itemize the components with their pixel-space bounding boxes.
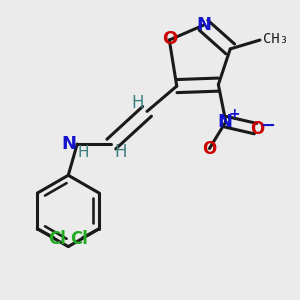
Text: N: N — [61, 135, 76, 153]
Text: O: O — [250, 120, 264, 138]
Text: O: O — [162, 29, 177, 47]
Text: H: H — [132, 94, 144, 112]
Text: −: − — [260, 117, 275, 135]
Text: N: N — [218, 113, 232, 131]
Text: CH₃: CH₃ — [263, 32, 288, 46]
Text: H: H — [114, 143, 127, 161]
Text: O: O — [202, 140, 217, 158]
Text: Cl: Cl — [70, 230, 88, 248]
Text: H: H — [78, 145, 89, 160]
Text: Cl: Cl — [48, 230, 66, 248]
Text: +: + — [228, 107, 240, 121]
Text: N: N — [196, 16, 211, 34]
